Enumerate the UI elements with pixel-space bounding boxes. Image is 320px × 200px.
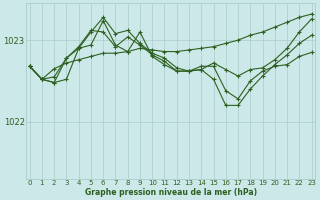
- X-axis label: Graphe pression niveau de la mer (hPa): Graphe pression niveau de la mer (hPa): [84, 188, 257, 197]
